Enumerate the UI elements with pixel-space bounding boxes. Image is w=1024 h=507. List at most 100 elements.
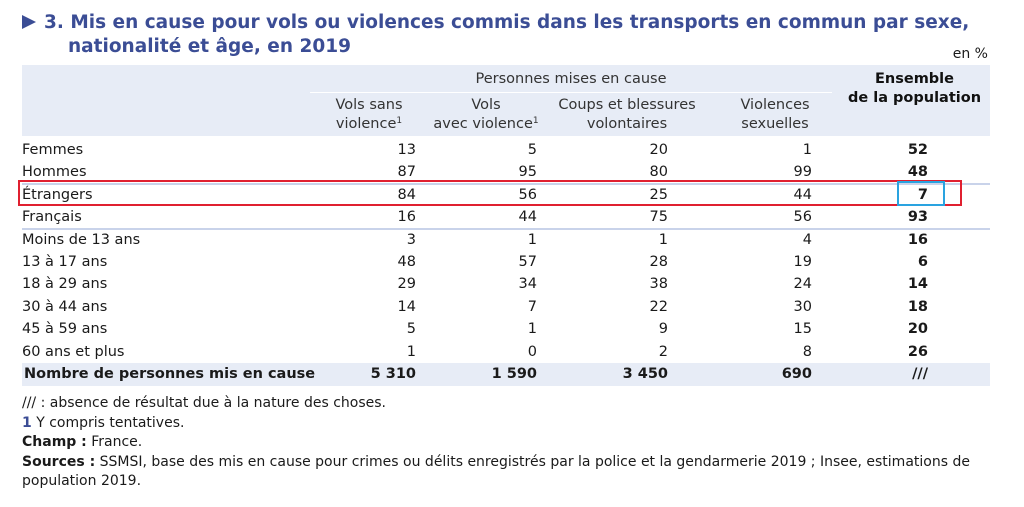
cell-vols-sans-violence: 13 — [397, 142, 416, 158]
cell-ensemble: 16 — [907, 231, 928, 248]
cell-vols-avec-violence: 34 — [518, 276, 537, 293]
highlight-cell-box — [897, 181, 945, 206]
cell-vols-sans-violence: 3 — [406, 231, 416, 248]
footnote-mark: 1 — [532, 116, 539, 126]
header-group: Personnes mises en cause — [475, 71, 667, 87]
table-row: 30 à 44 ans 14 7 22 30 18 — [22, 296, 990, 318]
highlight-row-box — [18, 180, 962, 206]
title-line-2: nationalité et âge, en 2019 — [68, 36, 351, 57]
total-cell-violences-sexuelles: 690 — [781, 366, 812, 382]
header-col3-line1: Coups et blessures — [558, 97, 696, 113]
cell-vols-sans-violence: 48 — [397, 254, 416, 270]
total-row: Nombre de personnes mis en cause 5 310 1… — [22, 363, 990, 386]
cell-ensemble: 6 — [917, 254, 928, 270]
cell-ensemble: 14 — [907, 276, 928, 293]
cell-coups-blessures: 20 — [649, 142, 668, 158]
cell-violences-sexuelles: 8 — [802, 343, 812, 360]
table-title: 3. Mis en cause pour vols ou violences c… — [22, 11, 1012, 59]
cell-ensemble: 26 — [907, 343, 928, 360]
total-row-label: Nombre de personnes mis en cause — [24, 366, 316, 382]
cell-violences-sexuelles: 4 — [802, 231, 812, 248]
header-total-line1: Ensemble — [875, 71, 954, 87]
header-col-coups-blessures: Coups et blessures volontaires — [552, 96, 702, 134]
cell-vols-avec-violence: 95 — [518, 164, 537, 181]
header-col1-line2: violence — [335, 116, 397, 132]
cell-vols-avec-violence: 57 — [518, 254, 537, 270]
cell-violences-sexuelles: 99 — [793, 164, 812, 181]
cell-vols-avec-violence: 5 — [527, 142, 537, 158]
row-label: Français — [22, 209, 82, 226]
header-col4-line2: sexuelles — [741, 116, 809, 132]
header-col-vols-avec-violence: Vols avec violence1 — [430, 96, 542, 134]
cell-ensemble: 18 — [907, 298, 928, 315]
header-col3-line2: volontaires — [586, 116, 668, 132]
footnote-number: 1 — [22, 414, 32, 431]
row-label: 45 à 59 ans — [22, 321, 108, 338]
champ-label: Champ : — [22, 434, 87, 450]
table-row: Français 16 44 75 56 93 — [22, 206, 990, 228]
cell-vols-avec-violence: 0 — [527, 343, 537, 360]
cell-violences-sexuelles: 56 — [793, 209, 812, 226]
cell-ensemble: 7 — [917, 186, 928, 203]
cell-vols-sans-violence: 5 — [406, 321, 416, 338]
table-row: 60 ans et plus 1 0 2 8 26 — [22, 341, 990, 363]
title-line-1: 3. Mis en cause pour vols ou violences c… — [44, 12, 970, 33]
cell-ensemble: 20 — [907, 321, 928, 338]
row-label: Moins de 13 ans — [22, 231, 141, 248]
cell-vols-avec-violence: 1 — [527, 231, 537, 248]
row-label: Hommes — [22, 164, 87, 181]
table-row: 13 à 17 ans 48 57 28 19 6 — [22, 251, 990, 273]
cell-vols-sans-violence: 1 — [406, 343, 416, 360]
row-label: Femmes — [22, 142, 84, 158]
row-label: 18 à 29 ans — [22, 276, 108, 293]
cell-vols-avec-violence: 7 — [527, 298, 537, 315]
cell-vols-avec-violence: 56 — [518, 186, 537, 203]
header-col1-line1: Vols sans — [335, 97, 403, 113]
cell-coups-blessures: 80 — [649, 164, 668, 181]
table-row: Étrangers 84 56 25 44 7 — [22, 184, 990, 206]
arrow-right-icon — [22, 15, 36, 29]
cell-coups-blessures: 75 — [649, 209, 668, 226]
cell-vols-sans-violence: 84 — [397, 186, 416, 203]
header-col2-line1: Vols — [471, 97, 501, 113]
cell-vols-sans-violence: 16 — [397, 209, 416, 226]
cell-ensemble: 52 — [907, 142, 928, 158]
cell-vols-sans-violence: 87 — [397, 164, 416, 181]
sources-text: SSMSI, base des mis en cause pour crimes… — [22, 453, 970, 490]
cell-ensemble: 93 — [907, 209, 928, 226]
table-notes: /// : absence de résultat due à la natur… — [22, 394, 1002, 492]
cell-coups-blessures: 25 — [649, 186, 668, 203]
cell-coups-blessures: 38 — [649, 276, 668, 293]
header-separator — [310, 92, 832, 93]
header-col4-line1: Violences — [740, 97, 810, 113]
row-label: 13 à 17 ans — [22, 254, 108, 270]
total-cell-vols-avec-violence: 1 590 — [491, 366, 537, 382]
cell-vols-avec-violence: 44 — [518, 209, 537, 226]
cell-coups-blessures: 1 — [658, 231, 668, 248]
table-row: Hommes 87 95 80 99 48 — [22, 161, 990, 183]
table-row: Femmes 13 5 20 1 52 — [22, 139, 990, 161]
cell-violences-sexuelles: 30 — [793, 298, 812, 315]
cell-coups-blessures: 28 — [649, 254, 668, 270]
row-label: 30 à 44 ans — [22, 298, 108, 315]
cell-violences-sexuelles: 1 — [802, 142, 812, 158]
cell-coups-blessures: 9 — [658, 321, 668, 338]
cell-coups-blessures: 2 — [658, 343, 668, 360]
footnote-text: Y compris tentatives. — [31, 414, 185, 431]
cell-violences-sexuelles: 44 — [793, 186, 812, 203]
header-col-vols-sans-violence: Vols sans violence1 — [325, 96, 413, 134]
header-col-violences-sexuelles: Violences sexuelles — [725, 96, 825, 134]
table-row: 18 à 29 ans 29 34 38 24 14 — [22, 273, 990, 295]
header-band — [22, 65, 990, 136]
cell-violences-sexuelles: 19 — [793, 254, 812, 270]
total-cell-coups-blessures: 3 450 — [622, 366, 668, 382]
note-footnote: 1 Y compris tentatives. — [22, 414, 1002, 434]
unit-label: en % — [952, 46, 988, 62]
cell-violences-sexuelles: 24 — [793, 276, 812, 293]
footnote-mark: 1 — [396, 116, 403, 126]
cell-violences-sexuelles: 15 — [793, 321, 812, 338]
note-absence: /// : absence de résultat due à la natur… — [22, 395, 386, 411]
cell-ensemble: 48 — [907, 164, 928, 181]
cell-vols-sans-violence: 14 — [397, 298, 416, 315]
champ-text: France. — [86, 434, 143, 450]
